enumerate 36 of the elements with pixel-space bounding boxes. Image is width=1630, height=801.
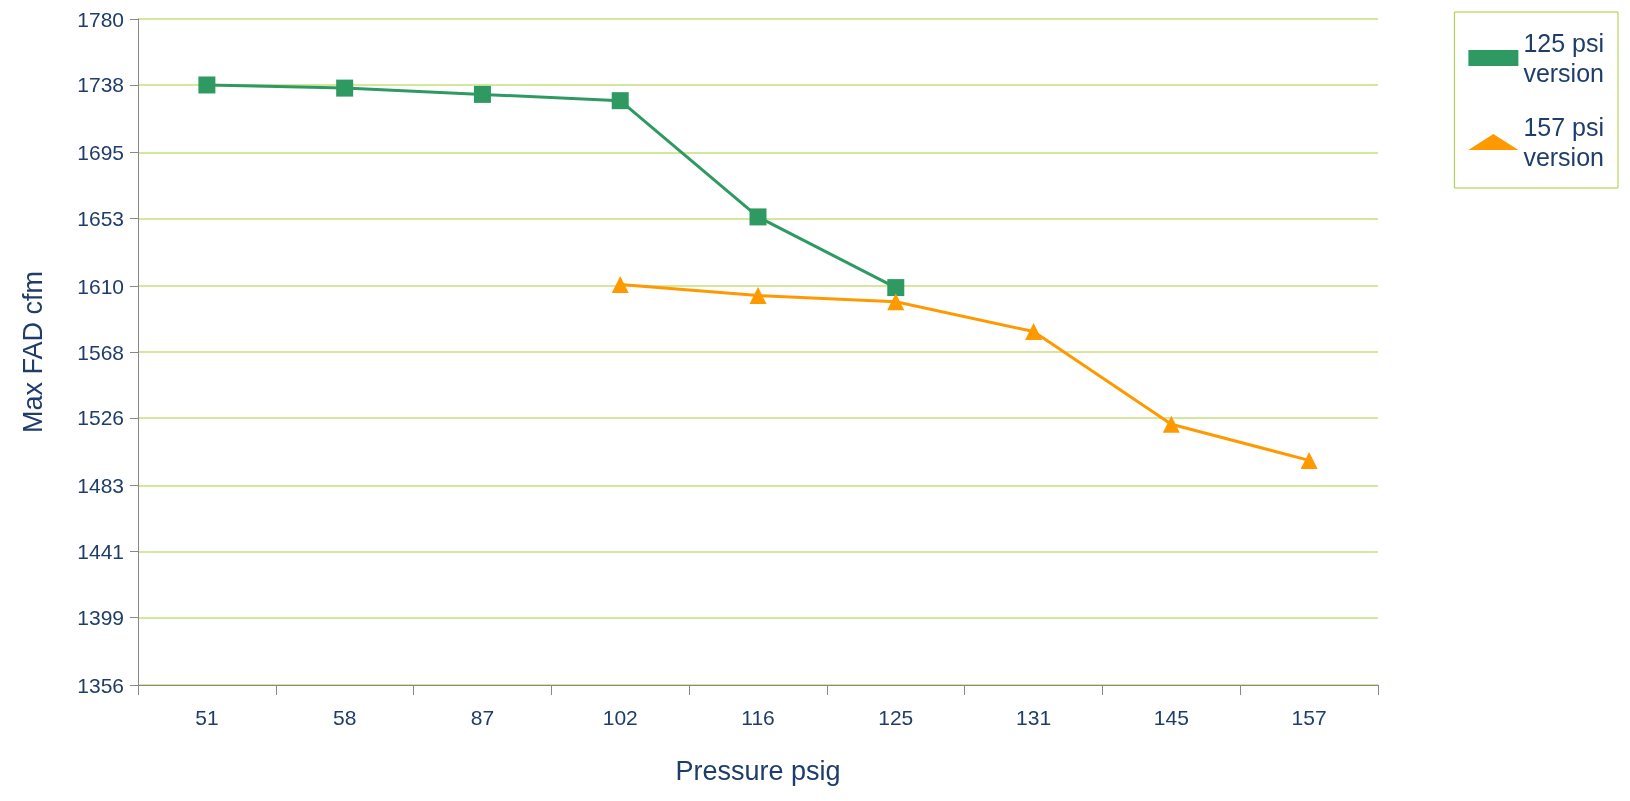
y-tick-label: 1441 bbox=[77, 539, 124, 563]
y-tick-label: 1780 bbox=[77, 7, 124, 31]
x-tick-label: 125 bbox=[878, 706, 914, 729]
y-tick-label: 1653 bbox=[77, 206, 124, 230]
point bbox=[611, 92, 629, 110]
point bbox=[887, 293, 905, 311]
y-tick-label: 1695 bbox=[77, 141, 124, 165]
y-tick-label: 1526 bbox=[77, 406, 124, 430]
point bbox=[887, 279, 905, 297]
legend-label: 125 psi version bbox=[1523, 29, 1605, 87]
x-axis-title: Pressure psig bbox=[675, 755, 841, 786]
point bbox=[611, 275, 629, 293]
x-tick-label: 102 bbox=[602, 706, 638, 729]
point bbox=[749, 286, 767, 304]
point bbox=[749, 208, 767, 226]
y-tick-label: 1483 bbox=[77, 474, 124, 498]
legend-label: 157 psi version bbox=[1523, 113, 1605, 171]
x-tick-label: 58 bbox=[332, 706, 357, 729]
y-tick-label: 1738 bbox=[77, 73, 124, 97]
point bbox=[473, 85, 491, 103]
y-tick-label: 1568 bbox=[77, 340, 124, 364]
x-tick-label: 116 bbox=[741, 706, 775, 729]
y-tick-label: 1356 bbox=[77, 673, 124, 697]
point bbox=[1162, 415, 1180, 433]
point bbox=[336, 79, 354, 97]
x-tick-label: 157 bbox=[1291, 706, 1327, 729]
x-tick-label: 87 bbox=[470, 706, 495, 729]
x-tick-label: 51 bbox=[195, 706, 219, 729]
point bbox=[1300, 451, 1318, 469]
x-tick-label: 145 bbox=[1153, 706, 1189, 729]
point bbox=[198, 76, 216, 94]
point bbox=[1025, 323, 1043, 341]
y-axis-title: Max FAD cfm bbox=[17, 270, 48, 434]
x-tick-label: 131 bbox=[1016, 706, 1052, 729]
y-tick-label: 1399 bbox=[77, 605, 124, 629]
y-tick-label: 1610 bbox=[77, 274, 124, 298]
